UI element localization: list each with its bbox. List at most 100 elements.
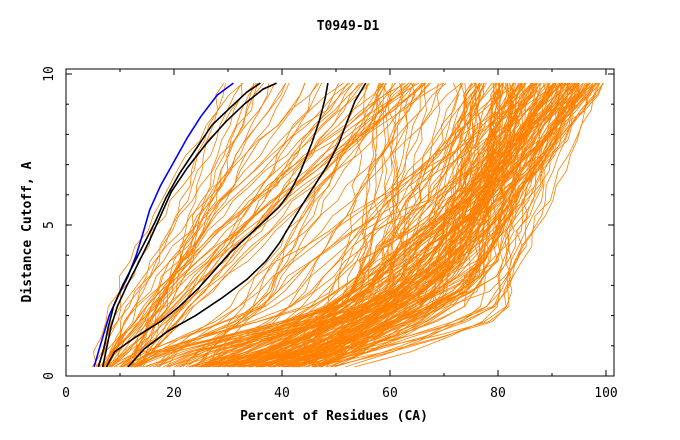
model-curve: [283, 83, 580, 368]
x-tick-label: 20: [166, 386, 182, 401]
y-axis-label: Distance Cutoff, A: [20, 161, 35, 302]
model-curve: [205, 82, 423, 368]
x-axis-label: Percent of Residues (CA): [240, 409, 428, 424]
x-tick-label: 0: [62, 386, 70, 401]
model-curve: [291, 83, 580, 368]
model-curve: [119, 82, 318, 368]
model-curve: [122, 82, 322, 368]
model-curve: [103, 82, 384, 368]
y-tick-label: 5: [42, 221, 57, 229]
model-curve: [205, 82, 462, 368]
model-curve: [313, 82, 555, 368]
highlighted-curve-2: [97, 82, 261, 368]
model-curve: [268, 82, 561, 368]
model-curve: [120, 82, 497, 368]
model-curve: [231, 82, 485, 368]
x-tick-label: 80: [490, 386, 506, 401]
model-curve: [131, 82, 287, 368]
model-curve: [259, 83, 576, 368]
model-curve: [126, 82, 259, 368]
highlighted-curve-3: [101, 82, 277, 368]
plot-frame: [65, 68, 615, 377]
model-curve: [284, 82, 504, 368]
model-curve: [103, 82, 363, 368]
model-curve: [301, 82, 477, 368]
model-curve: [105, 82, 243, 367]
model-curve: [211, 82, 462, 367]
model-curve: [229, 82, 599, 368]
model-curve: [262, 83, 550, 368]
model-curve: [125, 82, 414, 368]
model-curve: [268, 82, 473, 368]
model-curve: [188, 82, 562, 368]
chart-title: T0949-D1: [317, 19, 380, 34]
model-curve: [242, 82, 481, 368]
model-curve: [293, 82, 580, 368]
highlighted-curve-5: [127, 82, 367, 368]
model-curve: [105, 82, 370, 368]
model-curve: [334, 82, 548, 368]
model-curve: [231, 82, 481, 368]
y-axis-ticks: 0 5 10: [42, 66, 614, 380]
model-curve: [256, 82, 559, 368]
model-curve: [321, 83, 484, 368]
model-curve: [135, 82, 349, 368]
x-axis-ticks: 0 20 40 60 80 100: [62, 69, 618, 401]
model-curve: [256, 83, 509, 368]
model-curve: [108, 82, 276, 367]
model-curve: [298, 82, 483, 368]
model-curve: [188, 82, 579, 368]
y-tick-label: 10: [42, 66, 57, 82]
model-curve: [295, 83, 569, 368]
model-curve: [259, 82, 517, 368]
model-curve: [215, 82, 565, 368]
model-curve: [174, 82, 549, 368]
model-curve: [158, 82, 386, 368]
model-curve: [123, 83, 368, 368]
model-curve: [249, 82, 485, 368]
model-curve: [221, 83, 580, 368]
model-curve: [206, 82, 556, 368]
model-curve: [274, 82, 478, 368]
highlighted-curve-4: [105, 82, 329, 368]
x-tick-label: 60: [382, 386, 398, 401]
model-curve: [139, 82, 290, 368]
x-tick-label: 100: [594, 386, 617, 401]
y-tick-label: 0: [42, 372, 57, 380]
model-curve: [318, 83, 501, 368]
model-curve: [325, 83, 477, 368]
model-curve: [131, 82, 430, 368]
model-curve: [108, 82, 306, 368]
model-curve: [271, 83, 537, 368]
model-curve: [180, 82, 396, 368]
model-curve: [101, 82, 344, 368]
model-curve: [182, 82, 384, 368]
model-curve: [159, 82, 541, 368]
model-curve: [185, 83, 439, 368]
model-curve: [286, 82, 569, 368]
model-curve: [261, 82, 604, 368]
model-curve: [278, 82, 599, 368]
model-curve: [238, 83, 570, 368]
model-curve: [92, 82, 244, 367]
model-curve: [220, 83, 380, 368]
x-tick-label: 40: [274, 386, 290, 401]
model-curve: [91, 82, 354, 368]
highlighted-curves: [93, 82, 367, 368]
model-curve: [224, 82, 575, 368]
model-curve: [114, 82, 339, 368]
highlighted-curve-1: [93, 82, 234, 368]
model-curve: [128, 82, 413, 368]
model-curve: [203, 82, 503, 368]
model-curve: [321, 82, 586, 368]
model-curve: [299, 82, 594, 368]
model-curve: [129, 82, 306, 368]
model-curves: [91, 82, 604, 368]
model-curve: [102, 82, 396, 368]
model-curve: [261, 82, 562, 368]
model-curve: [142, 82, 431, 368]
model-curve: [166, 82, 447, 368]
model-curve: [126, 83, 243, 368]
model-curve: [229, 82, 574, 368]
